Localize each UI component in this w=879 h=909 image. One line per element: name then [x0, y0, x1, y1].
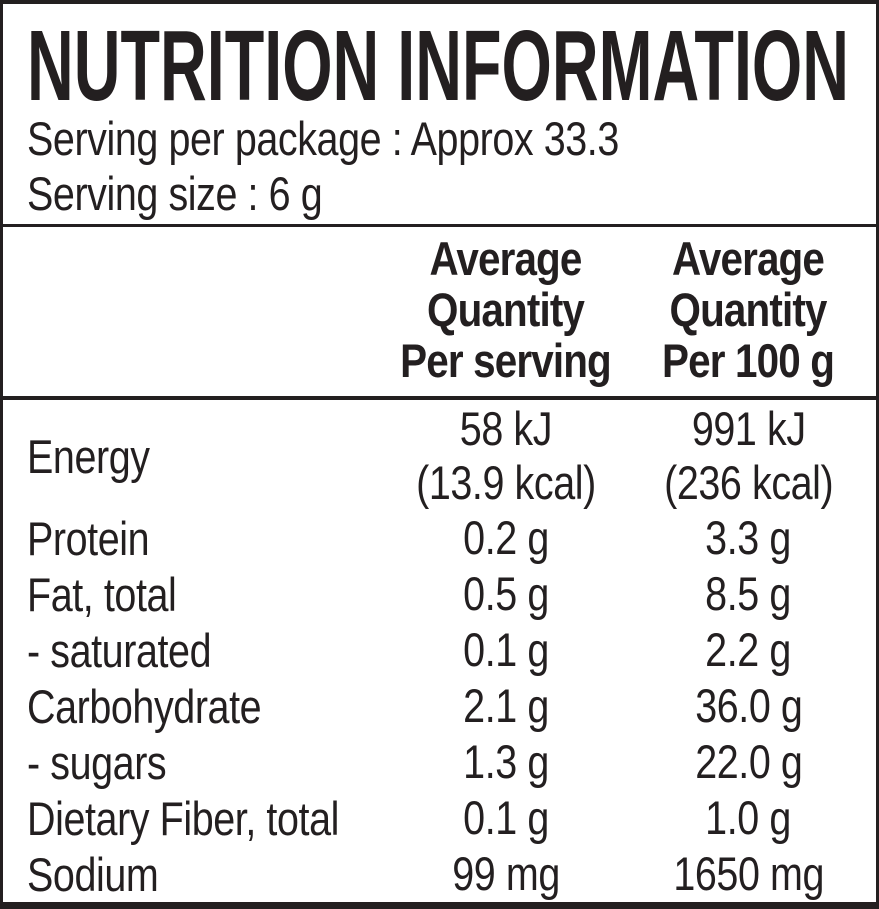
value-per-serving: 0.5 g [463, 567, 549, 620]
serving-size: Serving size : 6 g [27, 167, 323, 220]
header-line-quantity: Quantity [669, 283, 828, 336]
table-header: Average Quantity Per serving Average Qua… [27, 227, 866, 396]
label-title-svg: NUTRITION INFORMATION [27, 10, 849, 122]
table-row-energy: Energy 58 kJ (13.9 kcal) 991 kJ (236 kca… [27, 402, 866, 510]
table-row-dietary-fiber: Dietary Fiber, total 0.1 g 1.0 g [27, 790, 866, 846]
table-row-saturated: - saturated 0.1 g 2.2 g [27, 622, 866, 678]
table-row-sodium: Sodium 99 mg 1650 mg [27, 846, 866, 902]
header-line-quantity: Quantity [427, 283, 585, 336]
table-row-carbohydrate: Carbohydrate 2.1 g 36.0 g [27, 678, 866, 734]
header-line-average: Average [429, 232, 583, 285]
value-per-100g: 36.0 g [694, 679, 803, 732]
header-line-per-serving: Per serving [400, 334, 613, 387]
row-label-text: Fat, total [27, 567, 177, 621]
row-label: - sugars [27, 735, 381, 790]
value-per-serving: 0.1 g [463, 623, 549, 676]
row-label: Fat, total [27, 567, 381, 622]
serving-per-package-line: Serving per package : Approx 33.3 [27, 111, 866, 166]
row-label: Protein [27, 511, 381, 566]
column-header-per-serving-lines: Average Quantity Per serving [400, 232, 613, 387]
value-per-serving: 99 mg [452, 847, 560, 900]
row-label-text: Dietary Fiber, total [27, 791, 339, 845]
divider-top [3, 224, 876, 227]
column-header-per-serving: Average Quantity Per serving [381, 233, 631, 386]
row-label-text: Sodium [27, 847, 159, 901]
row-label-text: - saturated [27, 623, 212, 677]
value-per-100g: 991 kJ (236 kcal) [631, 402, 866, 510]
value-per-100g: 2.2 g [705, 623, 792, 676]
row-label: Dietary Fiber, total [27, 791, 381, 846]
value-per-100g: 1650 mg [673, 847, 824, 900]
value-per-100g: 8.5 g [705, 567, 792, 620]
energy-kj-per-100g: 991 kJ [691, 402, 806, 455]
serving-size-line: Serving size : 6 g [27, 166, 866, 221]
energy-kcal-per-100g: (236 kcal) [663, 456, 834, 509]
row-label-text: Energy [27, 429, 150, 483]
value-per-100g: 22.0 g [694, 735, 803, 788]
table-header-row: Average Quantity Per serving Average Qua… [27, 233, 866, 386]
divider-header [3, 396, 876, 400]
row-label: Energy [27, 429, 381, 484]
row-label: Sodium [27, 847, 381, 902]
value-per-serving: 1.3 g [463, 735, 549, 788]
value-per-serving: 0.1 g [463, 791, 549, 844]
row-label-text: - sugars [27, 735, 167, 789]
table-row-fat-total: Fat, total 0.5 g 8.5 g [27, 566, 866, 622]
row-label-text: Carbohydrate [27, 679, 262, 733]
value-per-serving: 58 kJ (13.9 kcal) [381, 402, 631, 510]
column-header-per-100g: Average Quantity Per 100 g [631, 233, 866, 386]
page-title: NUTRITION INFORMATION [27, 20, 849, 106]
label-title-wrap: NUTRITION INFORMATION [27, 10, 866, 122]
table-row-protein: Protein 0.2 g 3.3 g [27, 510, 866, 566]
row-label-text: Protein [27, 511, 150, 565]
header-line-average: Average [672, 232, 825, 285]
energy-kj-per-serving: 58 kJ [459, 402, 553, 455]
table-row-sugars: - sugars 1.3 g 22.0 g [27, 734, 866, 790]
label-inner: NUTRITION INFORMATION Serving per packag… [3, 4, 876, 902]
row-label: - saturated [27, 623, 381, 678]
value-per-serving: 2.1 g [463, 679, 549, 732]
column-header-per-100g-lines: Average Quantity Per 100 g [662, 232, 835, 387]
energy-kcal-per-serving: (13.9 kcal) [416, 456, 596, 509]
value-per-100g: 1.0 g [705, 791, 792, 844]
serving-per-package: Serving per package : Approx 33.3 [27, 112, 619, 165]
nutrition-table: Energy 58 kJ (13.9 kcal) 991 kJ (236 kca… [27, 400, 866, 902]
header-line-per-100g: Per 100 g [662, 334, 835, 387]
value-per-serving: 0.2 g [463, 511, 549, 564]
row-label: Carbohydrate [27, 679, 381, 734]
value-per-100g: 3.3 g [705, 511, 792, 564]
